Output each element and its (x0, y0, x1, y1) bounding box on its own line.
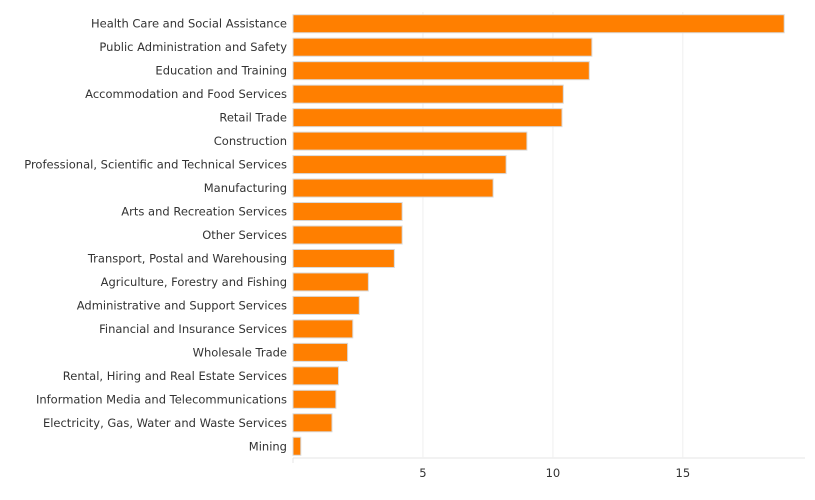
category-label: Health Care and Social Assistance (91, 17, 287, 31)
x-tick-label: 10 (546, 466, 561, 480)
category-label: Information Media and Telecommunications (36, 392, 287, 406)
bar[interactable] (292, 84, 564, 104)
category-label: Agriculture, Forestry and Fishing (101, 275, 287, 289)
category-label: Retail Trade (219, 111, 287, 125)
bar[interactable] (292, 108, 563, 128)
bar[interactable] (292, 413, 333, 433)
category-label: Arts and Recreation Services (121, 205, 287, 219)
x-tick-label: 5 (419, 466, 426, 480)
bar[interactable] (292, 342, 349, 362)
bar[interactable] (292, 178, 494, 198)
bar[interactable] (292, 366, 339, 386)
category-label: Wholesale Trade (193, 345, 287, 359)
x-tick-label: 15 (676, 466, 691, 480)
category-label: Construction (214, 134, 287, 148)
category-labels: Health Care and Social Assistance Public … (24, 17, 287, 454)
bar[interactable] (292, 389, 337, 409)
bars (292, 14, 785, 456)
category-label: Manufacturing (204, 181, 287, 195)
bar[interactable] (292, 248, 395, 268)
category-label: Mining (249, 439, 287, 453)
category-label: Public Administration and Safety (99, 40, 287, 54)
bar[interactable] (292, 272, 369, 292)
bar[interactable] (292, 225, 403, 245)
bar[interactable] (292, 436, 302, 456)
category-label: Transport, Postal and Warehousing (87, 251, 287, 265)
bar[interactable] (292, 61, 590, 81)
category-label: Education and Training (155, 64, 287, 78)
bar[interactable] (292, 155, 507, 175)
bar[interactable] (292, 202, 403, 222)
bar[interactable] (292, 319, 354, 339)
x-axis: 5 10 15 (419, 466, 690, 480)
category-label: Financial and Insurance Services (99, 322, 287, 336)
category-label: Administrative and Support Services (77, 298, 287, 312)
category-label: Electricity, Gas, Water and Waste Servic… (43, 416, 287, 430)
category-label: Rental, Hiring and Real Estate Services (63, 369, 287, 383)
bar[interactable] (292, 14, 785, 34)
category-label: Other Services (202, 228, 287, 242)
bar[interactable] (292, 131, 528, 151)
category-label: Professional, Scientific and Technical S… (24, 158, 287, 172)
bar[interactable] (292, 37, 593, 57)
category-label: Accommodation and Food Services (85, 87, 287, 101)
bar[interactable] (292, 295, 360, 315)
